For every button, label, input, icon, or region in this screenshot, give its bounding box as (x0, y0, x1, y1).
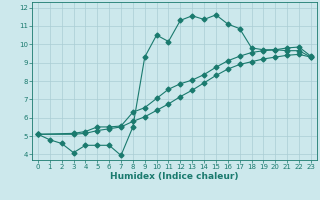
X-axis label: Humidex (Indice chaleur): Humidex (Indice chaleur) (110, 172, 239, 181)
